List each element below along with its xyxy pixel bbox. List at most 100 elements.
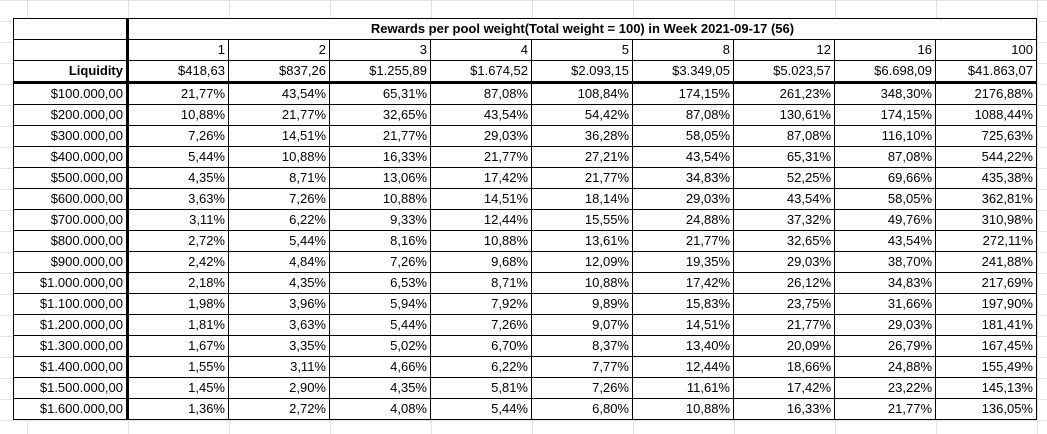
value-cell[interactable]: 181,41% [935, 314, 1037, 336]
value-cell[interactable]: 6,70% [430, 335, 532, 357]
liquidity-cell[interactable]: $700.000,00 [13, 209, 128, 231]
value-cell[interactable]: 130,61% [733, 104, 835, 126]
value-cell[interactable]: 362,81% [935, 188, 1037, 210]
value-cell[interactable]: 5,44% [228, 230, 330, 252]
value-cell[interactable]: 13,06% [329, 167, 431, 189]
value-cell[interactable]: 15,55% [531, 209, 633, 231]
value-cell[interactable]: 217,69% [935, 272, 1037, 294]
weight-cell[interactable]: 4 [430, 39, 532, 61]
value-cell[interactable]: 174,15% [632, 82, 734, 105]
value-cell[interactable]: 43,54% [228, 82, 330, 105]
value-cell[interactable]: 7,92% [430, 293, 532, 315]
value-cell[interactable]: 8,71% [430, 272, 532, 294]
value-cell[interactable]: 16,33% [329, 146, 431, 168]
value-cell[interactable]: 167,45% [935, 335, 1037, 357]
value-cell[interactable]: 9,89% [531, 293, 633, 315]
reward-cell[interactable]: $837,26 [228, 60, 330, 84]
value-cell[interactable]: 24,88% [632, 209, 734, 231]
value-cell[interactable]: 1,98% [126, 293, 229, 315]
liquidity-cell[interactable]: $300.000,00 [13, 125, 128, 147]
value-cell[interactable]: 26,12% [733, 272, 835, 294]
value-cell[interactable]: 12,09% [531, 251, 633, 273]
weight-cell[interactable]: 12 [733, 39, 835, 61]
value-cell[interactable]: 7,77% [531, 356, 633, 378]
value-cell[interactable]: 21,77% [632, 230, 734, 252]
value-cell[interactable]: 52,25% [733, 167, 835, 189]
value-cell[interactable]: 49,76% [834, 209, 936, 231]
weight-cell[interactable]: 2 [228, 39, 330, 61]
liquidity-header[interactable]: Liquidity [13, 60, 128, 84]
reward-cell[interactable]: $1.674,52 [430, 60, 532, 84]
value-cell[interactable]: 2176,88% [935, 82, 1037, 105]
value-cell[interactable]: 43,54% [430, 104, 532, 126]
value-cell[interactable]: 8,71% [228, 167, 330, 189]
value-cell[interactable]: 197,90% [935, 293, 1037, 315]
value-cell[interactable]: 5,94% [329, 293, 431, 315]
value-cell[interactable]: 4,84% [228, 251, 330, 273]
value-cell[interactable]: 11,61% [632, 377, 734, 399]
value-cell[interactable]: 87,08% [632, 104, 734, 126]
liquidity-cell[interactable]: $600.000,00 [13, 188, 128, 210]
value-cell[interactable]: 2,72% [126, 230, 229, 252]
liquidity-cell[interactable]: $1.400.000,00 [13, 356, 128, 378]
value-cell[interactable]: 17,42% [733, 377, 835, 399]
value-cell[interactable]: 7,26% [329, 251, 431, 273]
value-cell[interactable]: 21,77% [531, 167, 633, 189]
value-cell[interactable]: 34,83% [834, 272, 936, 294]
value-cell[interactable]: 1,81% [126, 314, 229, 336]
liquidity-cell[interactable]: $1.300.000,00 [13, 335, 128, 357]
value-cell[interactable]: 13,40% [632, 335, 734, 357]
value-cell[interactable]: 3,35% [228, 335, 330, 357]
value-cell[interactable]: 261,23% [733, 82, 835, 105]
weight-cell[interactable]: 8 [632, 39, 734, 61]
value-cell[interactable]: 108,84% [531, 82, 633, 105]
reward-cell[interactable]: $3.349,05 [632, 60, 734, 84]
liquidity-cell[interactable]: $500.000,00 [13, 167, 128, 189]
value-cell[interactable]: 3,96% [228, 293, 330, 315]
value-cell[interactable]: 4,35% [126, 167, 229, 189]
value-cell[interactable]: 43,54% [834, 230, 936, 252]
value-cell[interactable]: 5,81% [430, 377, 532, 399]
value-cell[interactable]: 7,26% [228, 188, 330, 210]
value-cell[interactable]: 20,09% [733, 335, 835, 357]
value-cell[interactable]: 4,66% [329, 356, 431, 378]
value-cell[interactable]: 6,22% [228, 209, 330, 231]
value-cell[interactable]: 87,08% [430, 82, 532, 105]
value-cell[interactable]: 18,66% [733, 356, 835, 378]
value-cell[interactable]: 13,61% [531, 230, 633, 252]
value-cell[interactable]: 348,30% [834, 82, 936, 105]
value-cell[interactable]: 31,66% [834, 293, 936, 315]
value-cell[interactable]: 34,83% [632, 167, 734, 189]
value-cell[interactable]: 23,75% [733, 293, 835, 315]
weight-cell[interactable]: 16 [834, 39, 936, 61]
liquidity-cell[interactable]: $1.100.000,00 [13, 293, 128, 315]
value-cell[interactable]: 6,53% [329, 272, 431, 294]
value-cell[interactable]: 43,54% [632, 146, 734, 168]
value-cell[interactable]: 14,51% [430, 188, 532, 210]
liquidity-cell[interactable]: $1.000.000,00 [13, 272, 128, 294]
value-cell[interactable]: 2,90% [228, 377, 330, 399]
weight-cell[interactable]: 100 [935, 39, 1037, 61]
value-cell[interactable]: 32,65% [329, 104, 431, 126]
value-cell[interactable]: 10,88% [531, 272, 633, 294]
value-cell[interactable]: 21,77% [430, 146, 532, 168]
value-cell[interactable]: 7,26% [531, 377, 633, 399]
value-cell[interactable]: 5,44% [126, 146, 229, 168]
value-cell[interactable]: 9,07% [531, 314, 633, 336]
value-cell[interactable]: 21,77% [126, 82, 229, 105]
value-cell[interactable]: 26,79% [834, 335, 936, 357]
value-cell[interactable]: 116,10% [834, 125, 936, 147]
value-cell[interactable]: 43,54% [733, 188, 835, 210]
value-cell[interactable]: 18,14% [531, 188, 633, 210]
value-cell[interactable]: 10,88% [126, 104, 229, 126]
value-cell[interactable]: 6,80% [531, 398, 633, 420]
value-cell[interactable]: 29,03% [834, 314, 936, 336]
value-cell[interactable]: 1,36% [126, 398, 229, 420]
liquidity-cell[interactable]: $1.600.000,00 [13, 398, 128, 420]
value-cell[interactable]: 3,63% [126, 188, 229, 210]
value-cell[interactable]: 9,33% [329, 209, 431, 231]
value-cell[interactable]: 12,44% [430, 209, 532, 231]
value-cell[interactable]: 87,08% [834, 146, 936, 168]
weight-cell[interactable]: 1 [126, 39, 229, 61]
liquidity-cell[interactable]: $800.000,00 [13, 230, 128, 252]
